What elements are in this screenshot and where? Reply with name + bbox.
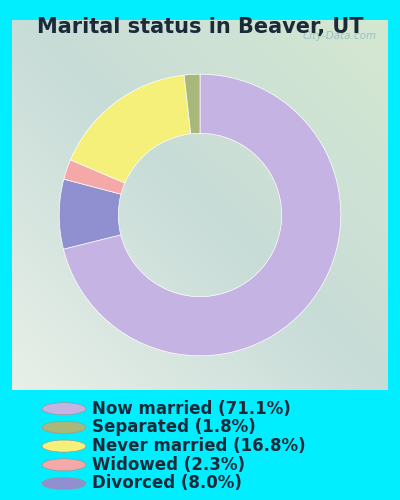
Circle shape — [42, 440, 86, 452]
Text: Now married (71.1%): Now married (71.1%) — [92, 400, 291, 417]
Text: City-Data.com: City-Data.com — [302, 31, 377, 41]
Circle shape — [42, 459, 86, 471]
Text: Never married (16.8%): Never married (16.8%) — [92, 437, 306, 455]
Text: Widowed (2.3%): Widowed (2.3%) — [92, 456, 245, 474]
Circle shape — [42, 402, 86, 415]
Text: Divorced (8.0%): Divorced (8.0%) — [92, 474, 242, 492]
Text: Marital status in Beaver, UT: Marital status in Beaver, UT — [37, 18, 363, 38]
Circle shape — [42, 478, 86, 490]
Wedge shape — [64, 160, 125, 194]
Circle shape — [42, 422, 86, 434]
Text: Separated (1.8%): Separated (1.8%) — [92, 418, 256, 436]
Wedge shape — [184, 74, 200, 134]
Wedge shape — [70, 75, 191, 183]
Wedge shape — [59, 179, 121, 249]
Wedge shape — [64, 74, 341, 356]
